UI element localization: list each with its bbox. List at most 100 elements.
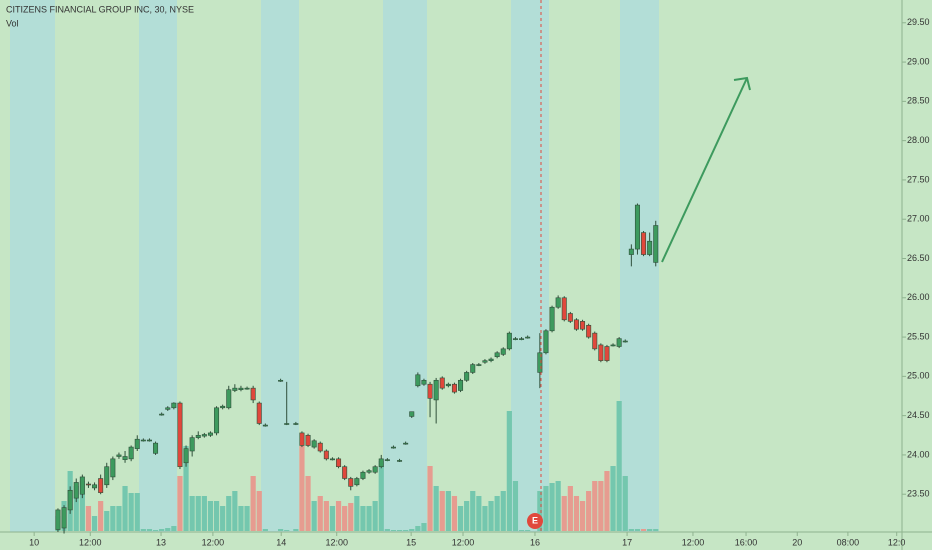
volume-bar: [470, 491, 476, 531]
x-tick-label: 12:00: [202, 537, 225, 547]
candle-body: [409, 411, 415, 417]
volume-bar: [79, 481, 85, 531]
volume-bar: [171, 526, 177, 531]
volume-bar: [238, 506, 244, 531]
candle-body: [67, 489, 73, 511]
candle-body: [482, 360, 488, 363]
volume-bar: [305, 476, 311, 531]
volume-bar: [311, 501, 317, 531]
candle-body: [470, 364, 476, 373]
trend-arrow: [661, 77, 748, 263]
candle-body: [116, 454, 122, 457]
candle-body: [549, 306, 555, 332]
candle-body: [79, 476, 85, 495]
x-tick-label: 12:0: [888, 537, 906, 547]
y-tick-label: 26.00: [907, 292, 930, 302]
candle-body: [244, 387, 250, 390]
candle-body: [85, 483, 91, 486]
volume-bar: [598, 481, 604, 531]
candle-body: [586, 324, 592, 338]
y-tick-label: 28.00: [907, 135, 930, 145]
candle-body: [284, 423, 290, 425]
volume-layer: [55, 401, 659, 531]
candle-body: [634, 204, 640, 250]
candle-body: [622, 340, 628, 343]
volume-bar: [372, 501, 378, 531]
volume-bar: [354, 496, 360, 531]
volume-bar: [195, 496, 201, 531]
volume-bar: [189, 496, 195, 531]
candle-body: [580, 321, 586, 330]
candle-body: [329, 458, 335, 461]
candle-body: [73, 482, 79, 499]
volume-bar: [427, 466, 433, 531]
candle-body: [543, 330, 549, 354]
candle-body: [342, 466, 348, 479]
x-tick-label: 17: [622, 537, 632, 547]
candle-body: [55, 509, 61, 530]
volume-bar: [110, 506, 116, 531]
volume-bar: [482, 506, 488, 531]
y-tick-label: 25.00: [907, 371, 930, 381]
earnings-marker[interactable]: [527, 513, 543, 529]
volume-bar: [573, 496, 580, 531]
candle-body: [360, 471, 366, 479]
candle-body: [134, 438, 140, 449]
candle-body: [146, 439, 152, 442]
volume-bar: [579, 501, 586, 531]
candle-body: [98, 478, 104, 493]
arrow-head: [733, 76, 751, 91]
candle-body: [250, 387, 256, 401]
candle-body: [415, 374, 421, 387]
volume-bar: [421, 523, 427, 531]
volume-bar: [98, 501, 104, 531]
volume-bar: [104, 511, 110, 531]
volume-bar: [284, 530, 290, 531]
x-tick-label: 15: [406, 537, 416, 547]
volume-bar: [592, 481, 598, 531]
volume-bar: [647, 529, 653, 531]
volume-bar: [116, 506, 122, 531]
chart-title: CITIZENS FINANCIAL GROUP INC, 30, NYSE: [6, 4, 194, 14]
session-band: [261, 0, 299, 532]
volume-bar: [360, 506, 366, 531]
volume-bar: [567, 486, 573, 531]
candle-body: [165, 407, 171, 410]
candle-body: [512, 338, 518, 340]
candle-body: [366, 470, 372, 473]
volume-bar: [122, 486, 128, 531]
volume-bar: [415, 526, 421, 531]
volume-bar: [610, 466, 616, 531]
volume-bar: [537, 491, 543, 531]
volume-bar: [543, 486, 549, 531]
volume-bar: [299, 446, 305, 531]
candle-body: [592, 332, 598, 350]
candle-body: [238, 387, 244, 391]
candle-body: [384, 459, 390, 461]
y-tick-label: 27.00: [907, 214, 930, 224]
volume-bar: [506, 411, 512, 531]
volume-bar: [244, 506, 250, 531]
y-tick-label: 29.00: [907, 56, 930, 66]
x-tick-label: 12:00: [682, 537, 705, 547]
volume-bar: [329, 506, 336, 531]
volume-bar: [348, 503, 354, 531]
candle-body: [628, 248, 634, 255]
volume-bar: [220, 506, 226, 531]
volume-bar: [201, 496, 207, 531]
candle-body: [433, 379, 439, 401]
x-tick-label: 13: [156, 537, 166, 547]
volume-bar: [653, 529, 659, 531]
volume-bar: [226, 496, 232, 531]
volume-bar: [525, 530, 531, 531]
y-tick-label: 28.50: [907, 96, 930, 106]
volume-bar: [403, 530, 409, 531]
volume-bar: [73, 486, 79, 531]
candle-body: [348, 478, 354, 487]
candle-body: [653, 225, 659, 263]
volume-bar: [342, 506, 348, 531]
volume-bar: [409, 529, 415, 531]
candle-body: [397, 460, 403, 462]
y-tick-label: 25.50: [907, 331, 930, 341]
